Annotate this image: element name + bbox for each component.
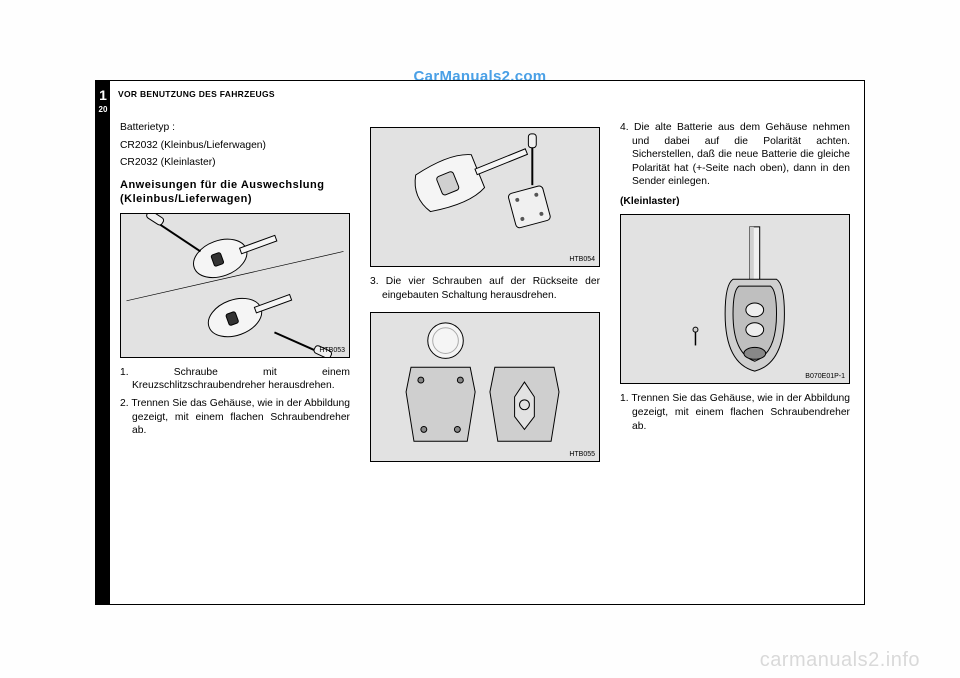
key-screwdriver-illustration [121, 214, 349, 357]
chapter-tab [96, 81, 110, 604]
key-open-illustration [371, 128, 599, 266]
col3-step1: 1. Trennen Sie das Gehäuse, wie in der A… [620, 392, 850, 433]
battery-type-line1: CR2032 (Kleinbus/Lieferwagen) [120, 139, 350, 153]
figure-label: HTB055 [569, 450, 595, 459]
chapter-number: 1 [96, 87, 110, 103]
figure-htb053: HTB053 [120, 213, 350, 358]
col1-step2: 2. Trennen Sie das Gehäuse, wie in der A… [120, 397, 350, 438]
column-1: Batterietyp : CR2032 (Kleinbus/Lieferwag… [120, 121, 350, 590]
column-2: HTB054 3. Die vier Schrauben auf der Rüc… [370, 121, 600, 590]
section-title-line-b: (Kleinbus/Lieferwagen) [120, 193, 252, 205]
watermark-bottom: carmanuals2.info [760, 649, 920, 672]
remote-key-illustration [621, 215, 849, 383]
col2-step3: 3. Die vier Schrauben auf der Rückseite … [370, 275, 600, 302]
figure-b070e01p-1: B070E01P-1 [620, 214, 850, 384]
page-header: VOR BENUTZUNG DES FAHRZEUGS [118, 89, 275, 99]
battery-type-label: Batterietyp : [120, 121, 350, 135]
content-columns: Batterietyp : CR2032 (Kleinbus/Lieferwag… [120, 121, 850, 590]
battery-type-line2: CR2032 (Kleinlaster) [120, 156, 350, 170]
figure-label: B070E01P-1 [805, 372, 845, 381]
section-title: Anweisungen für die Auswechslung (Kleinb… [120, 178, 350, 207]
battery-housing-illustration [371, 313, 599, 461]
figure-htb055: HTB055 [370, 312, 600, 462]
section-title-line-a: Anweisungen für die Auswechslung [120, 179, 324, 191]
column-3: 4. Die alte Batterie aus dem Gehäuse neh… [620, 121, 850, 590]
figure-htb054: HTB054 [370, 127, 600, 267]
page-number: 20 [96, 105, 110, 114]
figure-label: HTB053 [319, 346, 345, 355]
col1-step1: 1. Schraube mit einem Kreuzschlitzschrau… [120, 366, 350, 393]
col3-subhead: (Kleinlaster) [620, 195, 850, 209]
col3-step4: 4. Die alte Batterie aus dem Gehäuse neh… [620, 121, 850, 189]
figure-label: HTB054 [569, 255, 595, 264]
manual-page: 1 VOR BENUTZUNG DES FAHRZEUGS 20 Batteri… [95, 80, 865, 605]
